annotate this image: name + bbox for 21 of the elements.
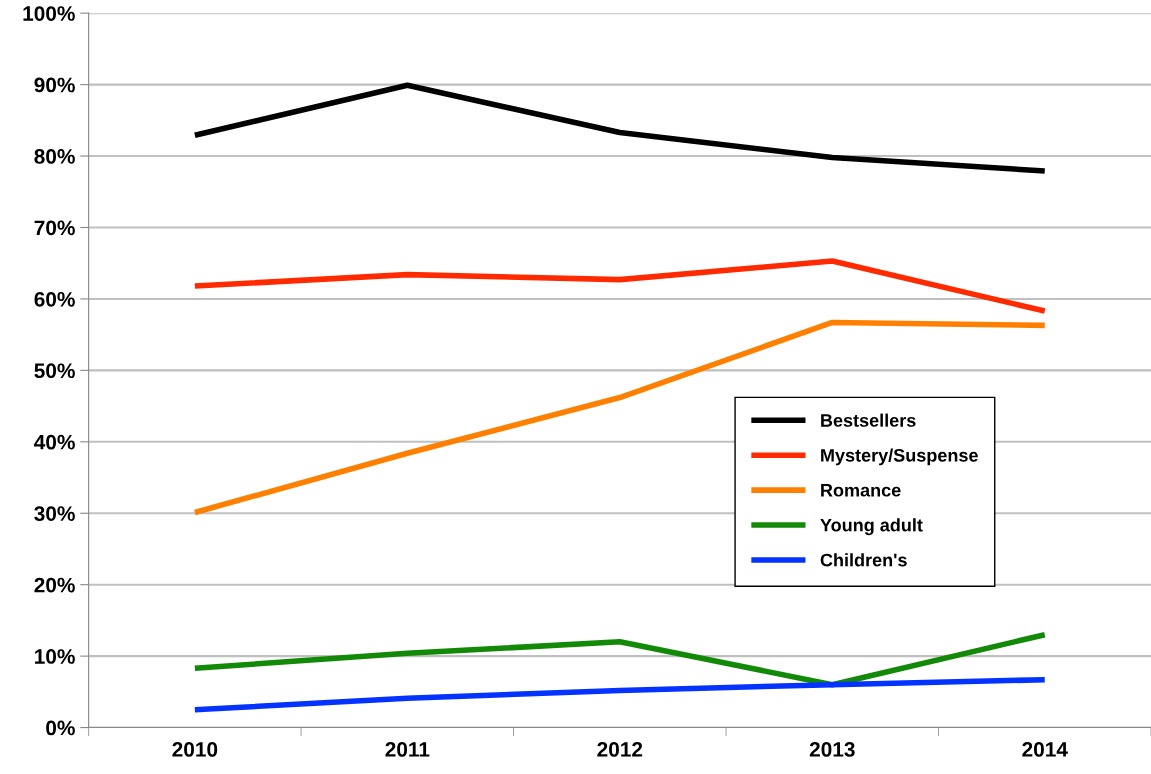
legend-label: Mystery/Suspense [821, 448, 978, 466]
x-tick-label: 2013 [809, 742, 855, 757]
y-tick-label: 50% [34, 363, 75, 379]
y-tick-label: 70% [34, 220, 75, 236]
legend-label: Young adult [820, 518, 923, 536]
y-tick-label: 100% [23, 6, 75, 21]
y-tick-label: 80% [34, 149, 75, 164]
x-tick-label: 2014 [1022, 742, 1068, 757]
legend-label: Children's [820, 553, 907, 567]
y-tick-label: 20% [34, 577, 75, 593]
y-tick-label: 40% [34, 434, 75, 450]
y-tick-label: 0% [46, 720, 75, 736]
x-tick-label: 2010 [172, 742, 218, 757]
legend-label: Romance [821, 484, 901, 497]
x-tick-label: 2011 [385, 742, 430, 757]
y-tick-label: 60% [34, 291, 75, 307]
y-tick-label: 90% [34, 77, 75, 93]
legend-label: Bestsellers [821, 413, 916, 427]
y-tick-label: 30% [34, 506, 75, 522]
y-tick-label: 10% [35, 649, 75, 664]
x-tick-label: 2012 [597, 742, 643, 757]
